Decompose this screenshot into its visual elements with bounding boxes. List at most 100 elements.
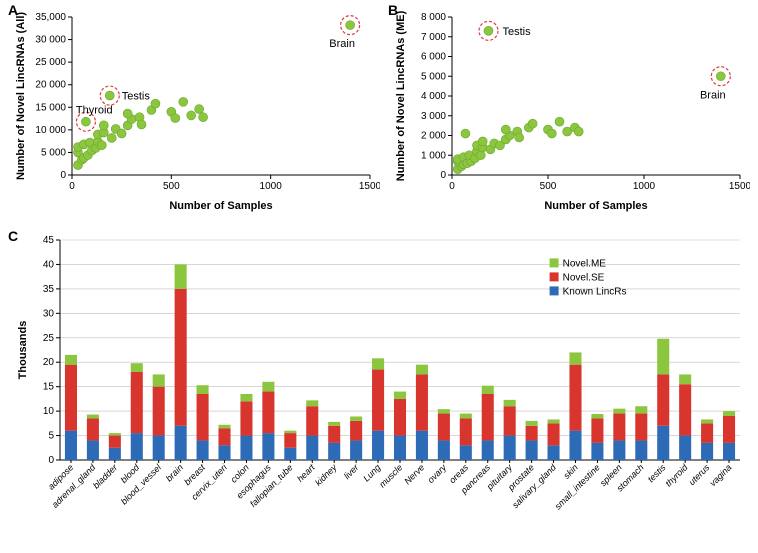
svg-text:10 000: 10 000	[35, 125, 66, 136]
annotation-label: Thyroid	[76, 105, 113, 117]
bar-segment	[460, 418, 472, 445]
scatter-point	[117, 129, 126, 138]
bar-segment	[350, 421, 362, 441]
bar-category-label: kidney	[313, 462, 339, 488]
svg-text:5 000: 5 000	[421, 71, 446, 82]
scatter-point	[478, 137, 487, 146]
svg-text:Number of Novel LincRNAs (ME): Number of Novel LincRNAs (ME)	[395, 10, 407, 181]
svg-text:45: 45	[43, 235, 55, 246]
svg-text:6 000: 6 000	[421, 52, 446, 63]
scatter-point	[461, 129, 470, 138]
scatter-point	[107, 133, 116, 142]
legend-label: Novel.ME	[563, 258, 607, 269]
scatter-point	[476, 151, 485, 160]
bar-segment	[569, 365, 581, 431]
bar-segment	[284, 431, 296, 433]
scatter-point	[105, 91, 114, 100]
bar-category-label: muscle	[377, 462, 404, 489]
scatter-point	[528, 119, 537, 128]
bar-segment	[591, 418, 603, 442]
bar-segment	[394, 399, 406, 436]
bar-segment	[416, 365, 428, 375]
bar-segment	[482, 394, 494, 440]
bar-segment	[350, 416, 362, 420]
svg-text:15: 15	[43, 382, 55, 393]
bar-category-label: thyroid	[663, 462, 690, 489]
bar-segment	[679, 374, 691, 384]
legend-swatch	[550, 272, 559, 281]
svg-text:0: 0	[48, 455, 54, 466]
svg-text:1500: 1500	[359, 181, 380, 192]
scatter-point	[179, 97, 188, 106]
svg-text:5 000: 5 000	[41, 147, 66, 158]
bar-category-label: Nerve	[402, 462, 426, 486]
bar-segment	[109, 433, 121, 435]
bar-category-label: liver	[342, 462, 361, 481]
svg-text:10: 10	[43, 406, 55, 417]
bar-segment	[87, 418, 99, 440]
bar-segment	[175, 289, 187, 426]
bar-segment	[723, 443, 735, 460]
scatter-point	[555, 117, 564, 126]
bar-category-label: vagina	[708, 462, 734, 488]
svg-text:4 000: 4 000	[421, 91, 446, 102]
bar-segment	[526, 440, 538, 460]
bar-category-label: ovary	[426, 462, 449, 485]
bar-segment	[153, 374, 165, 386]
bar-segment	[613, 414, 625, 441]
bar-segment	[87, 415, 99, 419]
svg-text:0: 0	[440, 170, 446, 181]
bar-segment	[350, 440, 362, 460]
bar-segment	[657, 339, 669, 375]
bar-segment	[372, 358, 384, 369]
svg-text:0: 0	[60, 170, 66, 181]
bar-segment	[328, 422, 340, 426]
bar-segment	[218, 425, 230, 428]
svg-text:20: 20	[43, 357, 55, 368]
annotation-label: Testis	[502, 26, 531, 38]
bar-segment	[701, 443, 713, 460]
bar-segment	[460, 445, 472, 460]
scatter-point	[484, 26, 493, 35]
bar-segment	[679, 436, 691, 460]
bar-segment	[416, 431, 428, 460]
bar-segment	[175, 264, 187, 288]
legend-label: Novel.SE	[563, 272, 605, 283]
bar-segment	[482, 386, 494, 394]
panel-c-barchart: 051015202530354045Thousandsadiposeadrena…	[10, 230, 750, 545]
scatter-point	[171, 114, 180, 123]
bar-segment	[635, 406, 647, 413]
bar-segment	[131, 433, 143, 460]
svg-text:7 000: 7 000	[421, 32, 446, 43]
legend-swatch	[550, 286, 559, 295]
bar-segment	[240, 436, 252, 460]
bar-segment	[482, 440, 494, 460]
scatter-point	[199, 113, 208, 122]
bar-segment	[635, 414, 647, 441]
bar-segment	[372, 370, 384, 431]
bar-segment	[438, 440, 450, 460]
scatter-point	[195, 105, 204, 114]
bar-segment	[131, 363, 143, 372]
bar-segment	[569, 352, 581, 364]
bar-segment	[504, 436, 516, 460]
bar-segment	[635, 440, 647, 460]
bar-segment	[87, 440, 99, 460]
annotation-label: Brain	[329, 38, 355, 50]
scatter-point	[346, 21, 355, 30]
bar-segment	[701, 419, 713, 423]
bar-segment	[306, 436, 318, 460]
bar-segment	[240, 394, 252, 401]
bar-segment	[701, 423, 713, 443]
scatter-point	[187, 111, 196, 120]
bar-segment	[657, 426, 669, 460]
bar-segment	[504, 406, 516, 435]
bar-segment	[218, 445, 230, 460]
panel-b-scatter: 01 0002 0003 0004 0005 0006 0007 0008 00…	[390, 5, 750, 215]
bar-segment	[526, 421, 538, 426]
bar-segment	[240, 401, 252, 435]
svg-text:1000: 1000	[633, 181, 656, 192]
bar-segment	[262, 392, 274, 434]
panel-a-scatter: 05 00010 00015 00020 00025 00030 00035,0…	[10, 5, 380, 215]
bar-segment	[591, 414, 603, 418]
